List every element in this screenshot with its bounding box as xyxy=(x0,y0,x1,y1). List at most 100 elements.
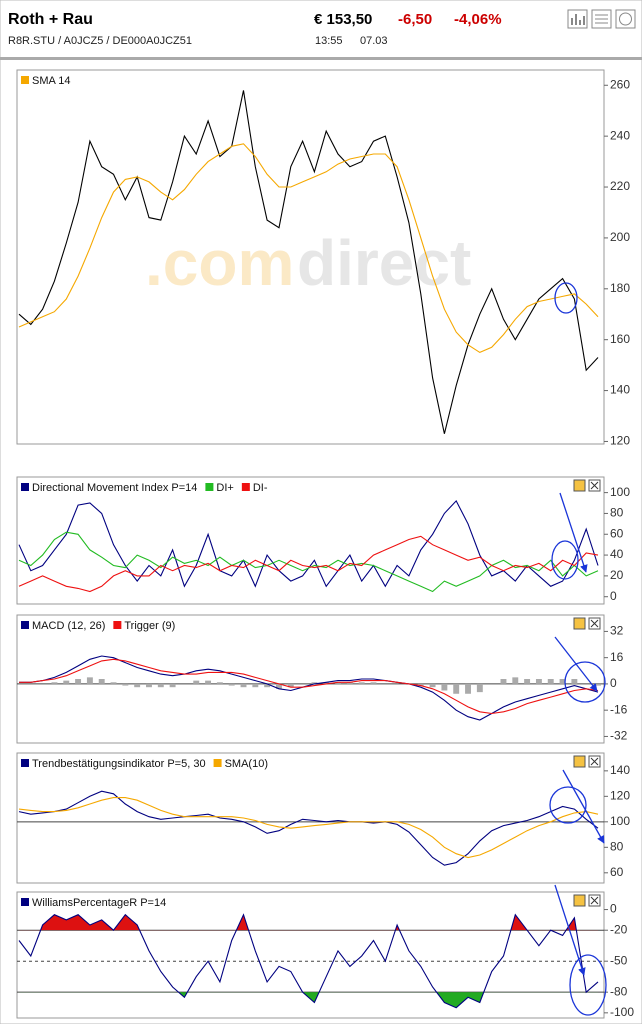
close-icon[interactable] xyxy=(588,894,601,907)
annotation-circle xyxy=(549,786,587,824)
identifiers: R8R.STU / A0JCZ5 / DE000A0JCZ51 xyxy=(8,35,192,47)
series-line xyxy=(18,143,599,354)
y-tick-label: 160 xyxy=(610,332,630,346)
annotation-circle xyxy=(554,282,578,314)
legend-label: WilliamsPercentageR P=14 xyxy=(32,897,166,909)
icon-box xyxy=(573,894,586,907)
indicator-panel: 120 140 160 180 200 220 240 260 SMA 14 xyxy=(16,69,630,448)
histogram-bar xyxy=(228,683,235,686)
y-tick-label: 220 xyxy=(610,179,630,193)
histogram-bar xyxy=(86,677,93,684)
y-tick-label: 80 xyxy=(610,839,624,853)
y-tick-label: -20 xyxy=(610,922,628,936)
histogram-bar xyxy=(134,683,141,688)
y-tick-label: -32 xyxy=(610,729,628,743)
series-line xyxy=(19,658,599,715)
histogram-bar xyxy=(524,679,531,684)
histogram-bar xyxy=(571,679,578,684)
histogram-bar xyxy=(559,679,566,684)
settings-icon[interactable] xyxy=(573,479,586,492)
panel-frame xyxy=(16,614,605,744)
histogram-bar xyxy=(205,680,212,684)
panel-frame xyxy=(16,891,605,1019)
watermark-brand: direct xyxy=(297,227,471,299)
series-line xyxy=(18,90,599,434)
y-tick-label: 120 xyxy=(610,789,630,803)
legend-label: Trendbestätigungsindikator P=5, 30 xyxy=(32,758,206,770)
y-tick-label: 60 xyxy=(610,526,624,540)
icon-cross xyxy=(590,896,599,905)
y-tick-label: -100 xyxy=(610,1005,634,1019)
y-tick-label: 140 xyxy=(610,383,630,397)
histogram-bar xyxy=(98,679,105,684)
settings-icon[interactable] xyxy=(573,617,586,630)
y-tick-label: 60 xyxy=(610,865,624,879)
histogram-bar xyxy=(476,683,483,693)
y-tick-label: 200 xyxy=(610,230,630,244)
histogram-bar xyxy=(252,683,259,688)
histogram-bar xyxy=(287,683,294,688)
y-tick-label: 0 xyxy=(610,589,617,603)
settings-icon[interactable] xyxy=(573,755,586,768)
news-icon[interactable] xyxy=(591,9,612,29)
histogram-bar xyxy=(110,682,117,684)
date: 07.03 xyxy=(360,35,388,47)
watermark-prefix: .com xyxy=(145,227,294,299)
series-line xyxy=(19,655,599,721)
legend-label: MACD (12, 26) xyxy=(32,620,105,632)
histogram-bar xyxy=(323,682,330,684)
y-tick-label: -80 xyxy=(610,984,628,998)
indicator-panel: -100 -80 -50 -20 0 WilliamsPercentageR P=14 xyxy=(16,891,634,1019)
histogram-bar xyxy=(429,683,436,688)
panel-frame xyxy=(16,752,605,884)
histogram-bar xyxy=(417,683,424,686)
histogram-bar xyxy=(453,683,460,694)
histogram-bar xyxy=(240,683,247,688)
histogram-bar xyxy=(311,682,318,684)
histogram-bar xyxy=(122,683,129,686)
histogram-bar xyxy=(63,680,70,684)
stock-title: Roth + Rau xyxy=(8,11,93,28)
y-tick-label: 0 xyxy=(610,676,617,690)
y-tick-label: 0 xyxy=(610,902,617,916)
histogram-bar xyxy=(276,683,282,689)
close-icon[interactable] xyxy=(588,479,601,492)
legend-swatch xyxy=(21,621,29,629)
histogram-bar xyxy=(465,683,471,694)
histogram-bar xyxy=(146,683,152,688)
currency-icon[interactable] xyxy=(615,9,636,29)
legend-swatch xyxy=(113,621,122,629)
indicator-panel: -32 -16 0 16 32 MACD (12, 26) Trigger (9) xyxy=(16,614,628,744)
legend-swatch xyxy=(213,759,222,767)
plot-area xyxy=(17,790,604,866)
close-icon[interactable] xyxy=(588,617,601,630)
zone-fill xyxy=(19,914,598,931)
icon-cross xyxy=(590,757,599,766)
legend-label: Trigger (9) xyxy=(124,620,175,632)
legend-label: SMA(10) xyxy=(225,758,268,770)
histogram-bar xyxy=(75,679,82,684)
legend-swatch xyxy=(21,898,29,906)
plot-area xyxy=(18,499,599,593)
icon-cross xyxy=(590,619,599,628)
legend-label: SMA 14 xyxy=(32,75,71,87)
price: € 153,50 xyxy=(314,11,372,28)
annotation-arrow xyxy=(562,769,605,844)
annotation-circle xyxy=(551,540,579,580)
y-tick-label: 260 xyxy=(610,77,630,91)
histogram-bar xyxy=(169,683,176,688)
chart-icon[interactable] xyxy=(567,9,588,29)
time: 13:55 xyxy=(315,35,343,47)
plot-area xyxy=(17,913,604,1009)
icon-box xyxy=(573,755,586,768)
close-icon[interactable] xyxy=(588,755,601,768)
y-tick-label: 20 xyxy=(610,568,624,582)
settings-icon[interactable] xyxy=(573,894,586,907)
legend-swatch xyxy=(21,483,29,491)
histogram-bar xyxy=(500,679,507,684)
panel-frame xyxy=(16,476,605,605)
change-percent: -4,06% xyxy=(454,11,502,28)
plot-area xyxy=(18,90,599,434)
